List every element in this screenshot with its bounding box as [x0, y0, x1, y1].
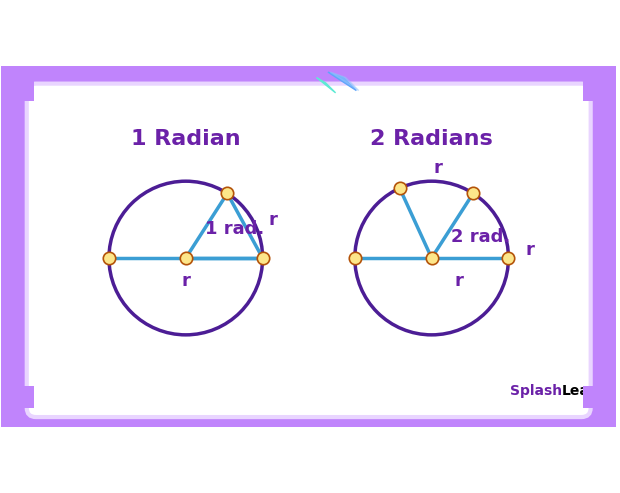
Text: r: r: [181, 272, 190, 290]
Polygon shape: [316, 77, 335, 93]
FancyBboxPatch shape: [27, 84, 591, 417]
Text: 1 Radian: 1 Radian: [131, 129, 241, 149]
Point: [350, 254, 360, 262]
Text: r: r: [525, 242, 534, 259]
Point: [258, 254, 268, 262]
Polygon shape: [583, 79, 604, 101]
Text: Learn: Learn: [562, 384, 607, 398]
Point: [427, 254, 436, 262]
Point: [181, 254, 191, 262]
Point: [468, 189, 478, 197]
Text: 1 rad.: 1 rad.: [205, 220, 264, 238]
Polygon shape: [13, 387, 35, 408]
Point: [503, 254, 513, 262]
Point: [223, 189, 232, 197]
Text: 2 rad.: 2 rad.: [451, 227, 510, 246]
Text: r: r: [268, 211, 277, 229]
Polygon shape: [330, 72, 358, 91]
Polygon shape: [13, 79, 35, 101]
Polygon shape: [583, 387, 604, 408]
Text: r: r: [434, 159, 443, 176]
Point: [104, 254, 114, 262]
Polygon shape: [328, 72, 356, 91]
Text: Splash: Splash: [510, 384, 562, 398]
FancyBboxPatch shape: [0, 64, 618, 437]
Text: r: r: [454, 272, 463, 290]
Text: 2 Radians: 2 Radians: [370, 129, 493, 149]
Point: [395, 184, 405, 192]
